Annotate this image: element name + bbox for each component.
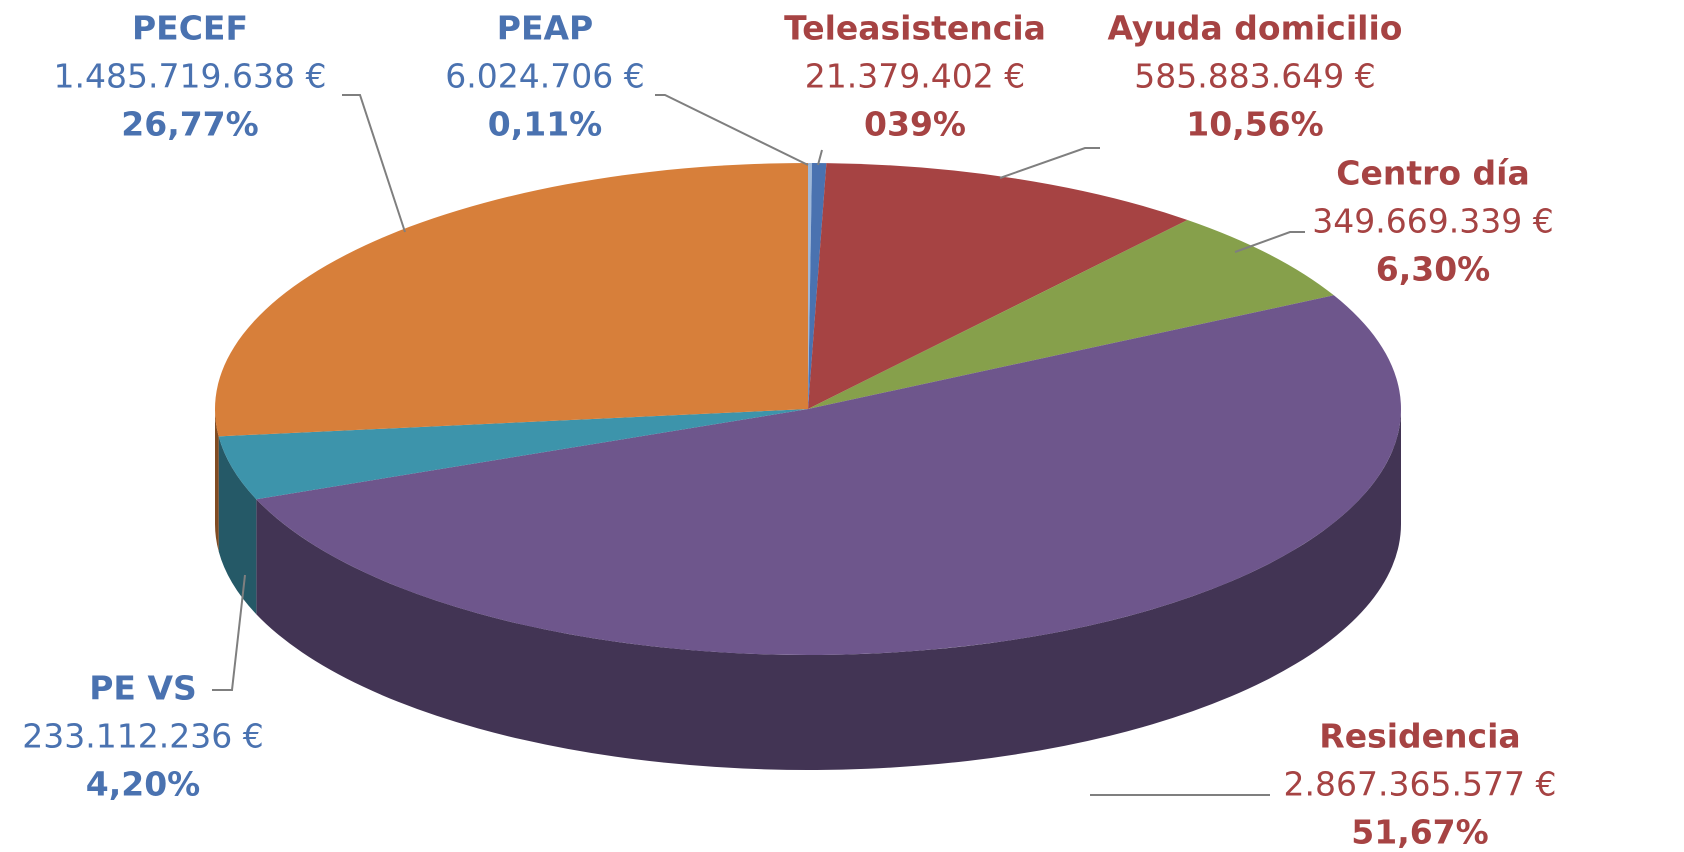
leader-line [655,94,809,166]
pie-sides [215,409,1402,770]
pie-tops [214,163,1402,655]
slice [808,219,1334,409]
leader-lines [212,94,1305,796]
slice [808,163,1188,409]
percentage-label: 51,67% [1351,813,1488,852]
percentage-label: 0,11% [488,105,603,144]
value-label: 6.024.706 € [445,57,644,96]
slice-side [218,436,257,615]
value-label: 585.883.649 € [1134,57,1375,96]
category-label: PECEF [132,9,248,48]
percentage-label: 26,77% [121,105,258,144]
category-label: Residencia [1319,717,1520,756]
category-label: Centro día [1336,154,1530,193]
category-label: Teleasistencia [784,9,1046,48]
percentage-label: 10,56% [1186,105,1323,144]
percentage-label: 6,30% [1376,250,1491,289]
leader-line [817,149,823,166]
category-label: PE VS [89,669,197,708]
leader-line [999,147,1100,179]
leader-line [342,94,406,233]
percentage-label: 4,20% [86,765,201,804]
value-label: 1.485.719.638 € [54,57,327,96]
slice [218,409,808,500]
leader-line [1234,231,1305,253]
category-label: Ayuda domicilio [1108,9,1403,48]
slice [214,163,808,437]
slice [808,163,813,409]
leader-line [212,574,246,691]
slice-side [215,409,219,552]
data-labels: PEAP 6.024.706 € 0,11% Teleasistencia 21.379… [22,9,1556,852]
value-label: 21.379.402 € [805,57,1025,96]
slice-side [256,409,1402,770]
value-label: 349.669.339 € [1312,202,1553,241]
slice [808,163,827,409]
value-label: 2.867.365.577 € [1284,765,1557,804]
percentage-label: 039% [864,105,966,144]
slice [256,295,1402,655]
category-label: PEAP [497,9,593,48]
value-label: 233.112.236 € [22,717,263,756]
